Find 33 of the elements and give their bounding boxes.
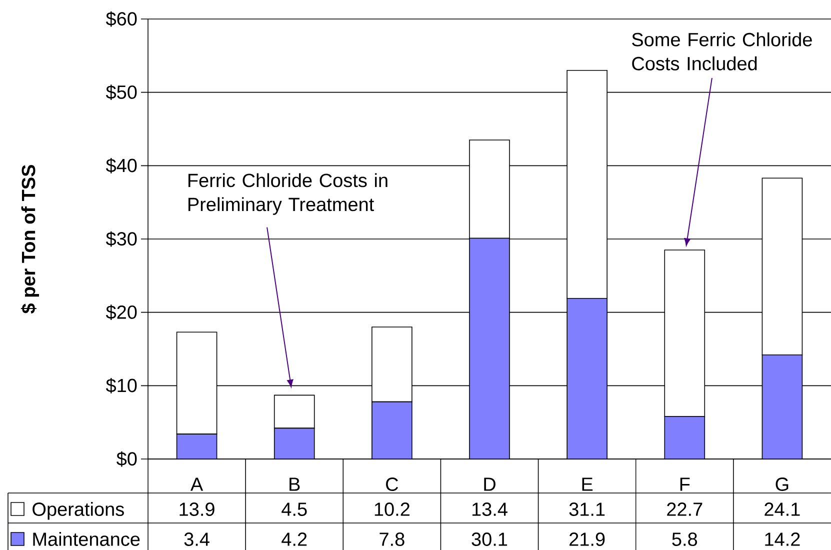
data-label: 30.1 (472, 532, 508, 546)
y-tick-label: $40 (106, 158, 137, 174)
data-label: 14.2 (765, 532, 800, 546)
annotation: Ferric Chloride Costs in Preliminary Treatment (188, 173, 388, 215)
data-label: 13.9 (180, 502, 214, 516)
data-label: 21.9 (570, 532, 605, 546)
data-label: 7.8 (380, 532, 404, 546)
x-tick-label: F (680, 478, 690, 491)
y-tick-label: $50 (106, 84, 137, 100)
data-label: 5.8 (672, 532, 698, 546)
annotation: Some Ferric Chloride Costs Included (632, 32, 812, 70)
x-tick-label: D (484, 478, 496, 491)
x-tick-label: B (290, 478, 300, 491)
x-tick-label: A (190, 478, 204, 491)
data-label: 4.2 (282, 532, 307, 546)
x-tick-label: E (582, 478, 593, 491)
x-tick-label: G (776, 478, 788, 491)
data-label: 24.1 (764, 502, 800, 516)
y-tick-label: $20 (106, 304, 137, 320)
x-tick-label: C (386, 478, 398, 491)
y-tick-label: $60 (106, 11, 137, 27)
legend-label: Operations (32, 502, 124, 520)
data-label: 4.5 (282, 502, 307, 516)
data-label: 10.2 (374, 502, 410, 516)
y-axis-title: $ per Ton of TSS (20, 164, 39, 314)
legend-label: Maintenance (33, 532, 140, 546)
data-label: 31.1 (569, 502, 605, 516)
data-label: 13.4 (472, 502, 508, 516)
data-label: 22.7 (667, 502, 702, 516)
y-tick-label: $0 (116, 451, 137, 467)
y-tick-label: $30 (106, 231, 137, 247)
data-label: 3.4 (184, 532, 210, 546)
y-tick-label: $10 (106, 378, 137, 394)
